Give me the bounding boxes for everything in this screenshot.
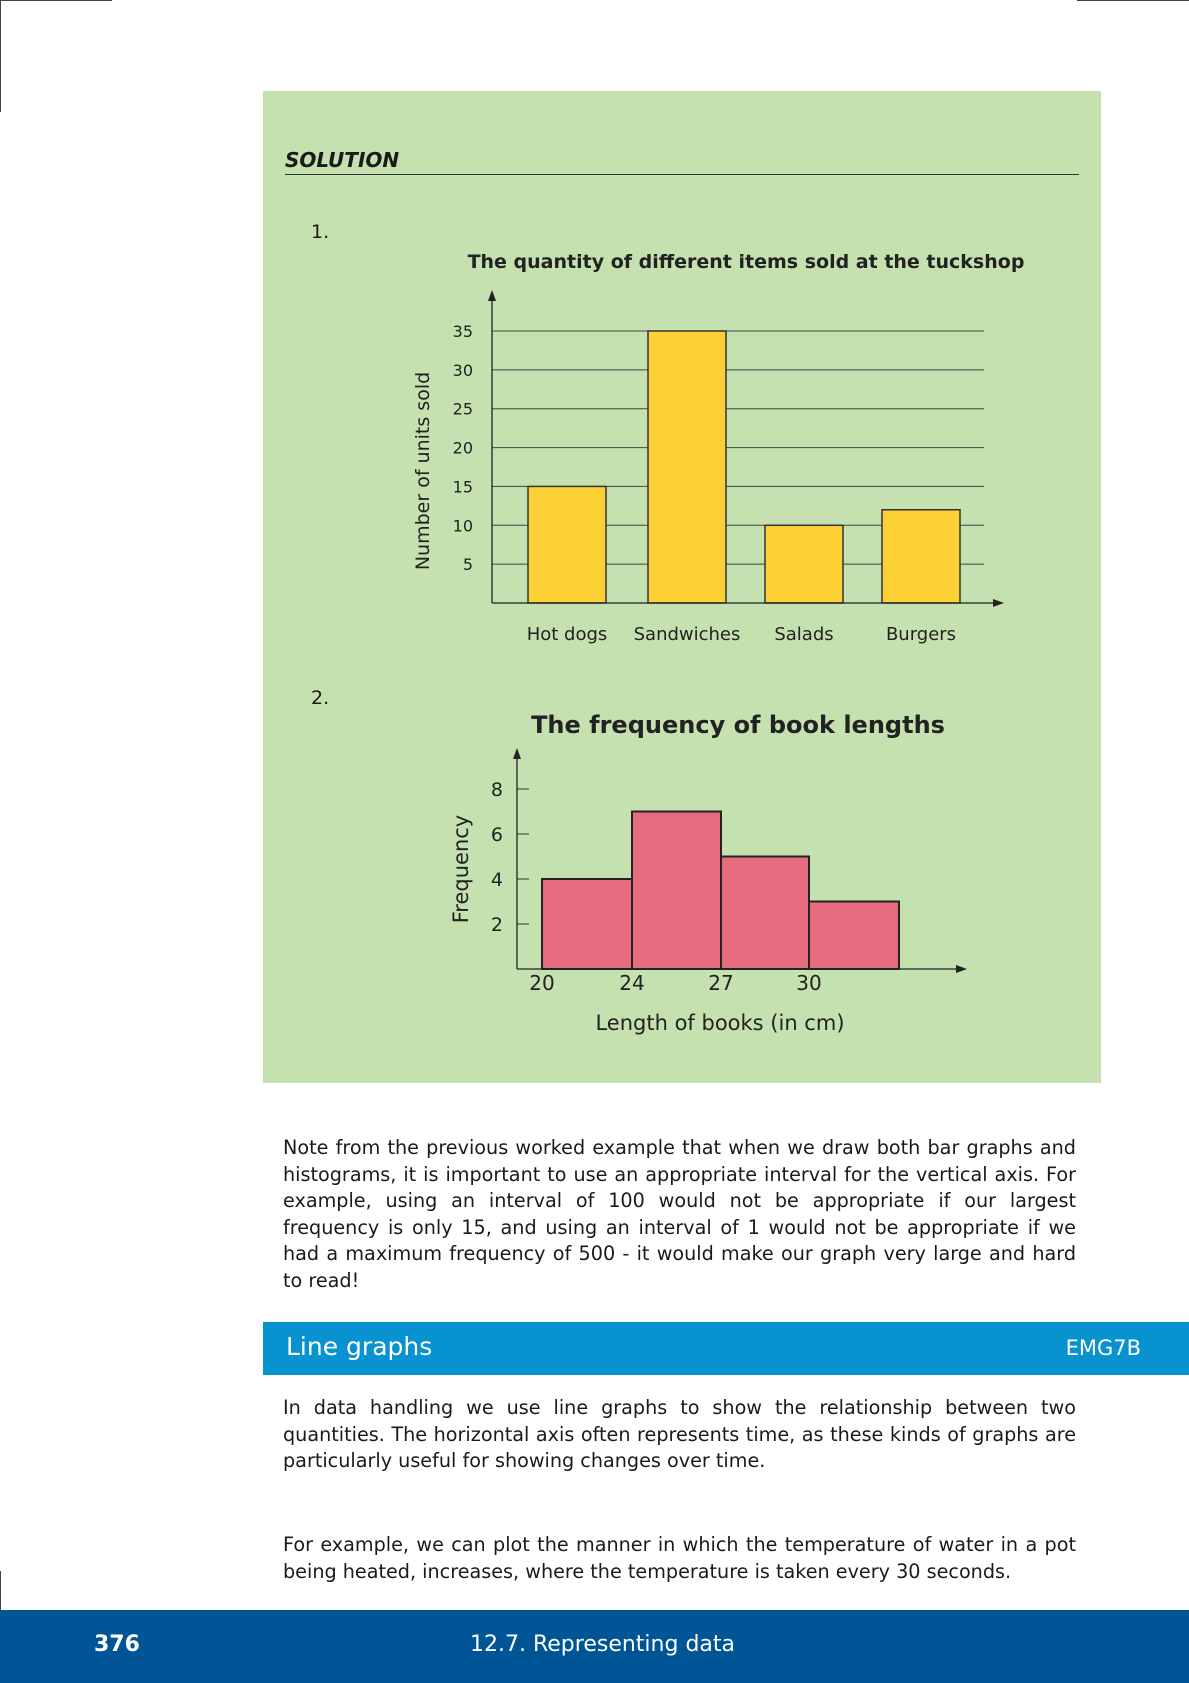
x-axis-arrow <box>993 599 1004 607</box>
chart-title: The quantity of different items sold at … <box>468 251 1025 273</box>
section-code: EMG7B <box>1065 1336 1141 1360</box>
crop-mark <box>0 0 112 1</box>
x-tick-label: 30 <box>796 971 821 995</box>
note-paragraph: Note from the previous worked example th… <box>283 1136 1076 1292</box>
page-footer: 376 12.7. Representing data <box>0 1610 1189 1683</box>
y-tick-label: 25 <box>453 400 473 419</box>
line-graphs-intro-paragraph: In data handling we use line graphs to s… <box>283 1396 1076 1472</box>
y-axis-label: Number of units sold <box>412 372 434 570</box>
bar-salads <box>764 524 844 604</box>
x-axis-label: Length of books (in cm) <box>595 1011 844 1035</box>
item-number-2: 2. <box>311 687 330 709</box>
y-tick-label: 20 <box>453 439 473 458</box>
x-category-label: Burgers <box>886 624 956 645</box>
x-axis-arrow <box>956 965 967 973</box>
y-tick-label: 6 <box>491 824 503 846</box>
section-title: Line graphs <box>286 1332 433 1361</box>
x-tick-label: 20 <box>529 971 554 995</box>
x-tick-label: 27 <box>708 971 733 995</box>
x-category-label: Salads <box>774 624 833 645</box>
bar-sandwiches <box>647 330 727 604</box>
example-paragraph: For example, we can plot the manner in w… <box>283 1533 1076 1583</box>
histogram-bar-27-30 <box>720 855 810 970</box>
section-header: Line graphs EMG7B <box>263 1322 1189 1375</box>
y-tick-label: 8 <box>491 779 503 801</box>
x-tick-label: 24 <box>619 971 644 995</box>
bar-hot-dogs <box>527 485 607 604</box>
y-axis-arrow <box>488 290 496 301</box>
x-category-label: Sandwiches <box>634 624 741 645</box>
chart-title: The frequency of book lengths <box>531 711 945 739</box>
y-tick-label: 35 <box>453 322 473 341</box>
y-axis-arrow <box>513 748 521 759</box>
y-tick-label: 30 <box>453 361 473 380</box>
y-tick-label: 15 <box>453 477 473 496</box>
y-tick-label: 2 <box>491 914 503 936</box>
crop-mark <box>1077 0 1189 1</box>
solution-heading: SOLUTION <box>285 148 1079 175</box>
item-number-1: 1. <box>311 221 330 243</box>
histogram-bar-20-24 <box>541 878 633 970</box>
chapter-title: 12.7. Representing data <box>470 1632 735 1657</box>
bar-burgers <box>881 508 961 604</box>
page-number: 376 <box>94 1632 140 1657</box>
y-tick-label: 10 <box>453 516 473 535</box>
x-category-label: Hot dogs <box>527 624 608 645</box>
y-tick-label: 5 <box>463 555 473 574</box>
y-tick-label: 4 <box>491 869 503 891</box>
crop-mark <box>0 0 1 112</box>
histogram-bar-24-27 <box>631 810 722 970</box>
tuckshop-bar-chart: The quantity of different items sold at … <box>412 251 1025 1035</box>
y-axis-label: Frequency <box>449 815 473 924</box>
histogram-bar-30-33 <box>808 900 900 970</box>
solution-box: SOLUTION 1. 2. The quantity of different… <box>263 91 1101 1083</box>
